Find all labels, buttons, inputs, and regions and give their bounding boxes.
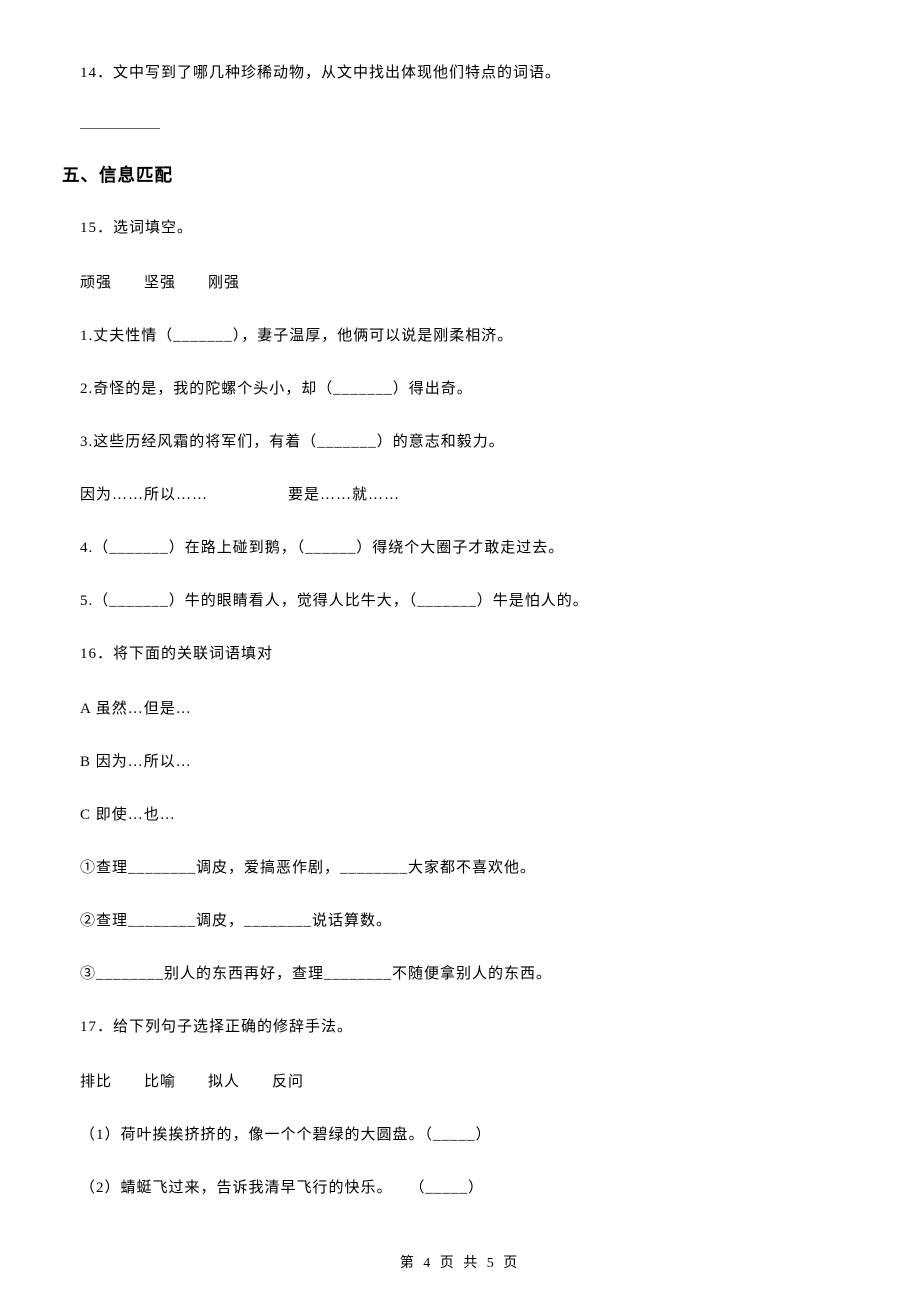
q15-item-1: 1.丈夫性情（_______），妻子温厚，他俩可以说是刚柔相济。 [80, 323, 840, 350]
page-footer: 第 4 页 共 5 页 [0, 1252, 920, 1272]
question-14: 14．文中写到了哪几种珍稀动物，从文中找出体现他们特点的词语。 [80, 60, 840, 87]
answer-blank-14 [80, 115, 840, 134]
q17-item-2: （2）蜻蜓飞过来，告诉我清早飞行的快乐。 （_____） [80, 1175, 840, 1202]
q16-option-b: B 因为…所以… [80, 749, 840, 776]
q16-item-3: ③________别人的东西再好，查理________不随便拿别人的东西。 [80, 961, 840, 988]
q15-item-3: 3.这些历经风霜的将军们，有着（_______）的意志和毅力。 [80, 429, 840, 456]
q15-item-4: 4.（_______）在路上碰到鹅，（______）得绕个大圈子才敢走过去。 [80, 535, 840, 562]
q16-option-c: C 即使…也… [80, 802, 840, 829]
q16-option-a: A 虽然…但是… [80, 696, 840, 723]
q17-item-1: （1）荷叶挨挨挤挤的，像一个个碧绿的大圆盘。（_____） [80, 1122, 840, 1149]
q16-item-1: ①查理________调皮，爱搞恶作剧，________大家都不喜欢他。 [80, 855, 840, 882]
q15-item-5: 5.（_______）牛的眼睛看人，觉得人比牛大，（_______）牛是怕人的。 [80, 588, 840, 615]
q15-word-bank-1: 顽强 坚强 刚强 [80, 270, 840, 297]
section-5-heading: 五、信息匹配 [62, 162, 840, 187]
question-16-title: 16．将下面的关联词语填对 [80, 641, 840, 668]
q15-item-2: 2.奇怪的是，我的陀螺个头小，却（_______）得出奇。 [80, 376, 840, 403]
question-15-title: 15．选词填空。 [80, 215, 840, 242]
q17-word-bank: 排比 比喻 拟人 反问 [80, 1069, 840, 1096]
q15-word-bank-2: 因为……所以…… 要是……就…… [80, 482, 840, 509]
q16-item-2: ②查理________调皮，________说话算数。 [80, 908, 840, 935]
blank-underline [80, 115, 160, 129]
question-17-title: 17．给下列句子选择正确的修辞手法。 [80, 1014, 840, 1041]
